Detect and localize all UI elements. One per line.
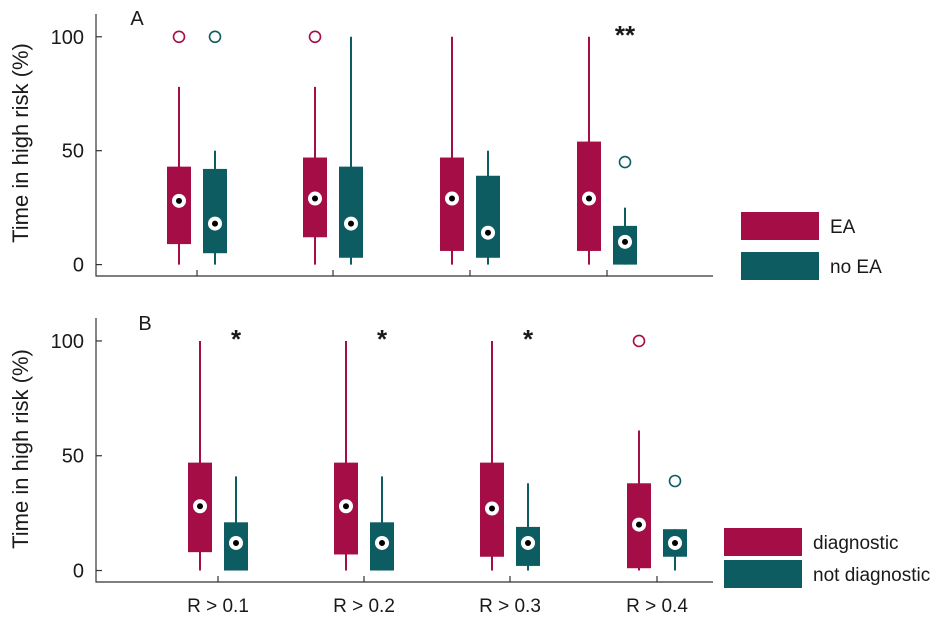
median-marker-dot — [343, 503, 349, 510]
legend-swatch — [724, 560, 802, 588]
outlier-point — [172, 30, 186, 44]
box-iqr — [203, 168, 227, 254]
legend-label: diagnostic — [813, 533, 899, 554]
median-marker-dot — [176, 197, 182, 204]
panel-a: 0 50 100 Time in high risk (%) A ** EA no EA — [8, 8, 882, 280]
y-tick-label: 100 — [51, 27, 84, 49]
median-marker-dot — [449, 195, 455, 202]
panel-label: A — [130, 8, 144, 30]
outlier-point — [618, 155, 632, 169]
median-marker-dot — [312, 195, 318, 202]
legend-swatch — [741, 252, 819, 280]
x-tick-label: R > 0.4 — [626, 596, 688, 617]
y-tick-label: 50 — [62, 446, 84, 468]
median-marker-dot — [233, 539, 239, 546]
median-marker-dot — [197, 503, 203, 510]
panel-label: B — [138, 313, 151, 335]
axes — [95, 14, 713, 277]
outlier-point — [208, 30, 222, 44]
significance-marker: * — [231, 324, 242, 354]
x-tick-label: R > 0.3 — [479, 596, 541, 617]
outlier-point — [308, 30, 322, 44]
significance-marker: ** — [615, 20, 636, 50]
y-axis-label: Time in high risk (%) — [8, 349, 33, 549]
legend-label: no EA — [830, 257, 882, 278]
y-tick-label: 0 — [73, 255, 84, 277]
y-tick-label: 100 — [51, 331, 84, 353]
y-tick-label: 50 — [62, 141, 84, 163]
legend-label: EA — [830, 217, 856, 238]
axes — [95, 318, 713, 583]
significance-marker: * — [377, 324, 388, 354]
median-marker-dot — [636, 521, 642, 528]
outlier-point — [668, 474, 682, 488]
y-tick-label: 0 — [73, 561, 84, 583]
significance-marker: * — [523, 324, 534, 354]
median-marker-dot — [379, 539, 385, 546]
median-marker-dot — [212, 220, 218, 227]
y-axis-label: Time in high risk (%) — [8, 43, 33, 243]
median-marker-dot — [489, 505, 495, 512]
box-iqr — [476, 175, 500, 258]
median-marker-dot — [586, 195, 592, 202]
median-marker-dot — [348, 220, 354, 227]
legend-swatch — [724, 528, 802, 556]
median-marker-dot — [672, 539, 678, 546]
median-marker-dot — [622, 238, 628, 245]
outlier-point — [632, 334, 646, 348]
panel-b: 0 50 100 Time in high risk (%) B R > 0.1 R > 0… — [8, 313, 930, 617]
legend-swatch — [741, 212, 819, 240]
legend-label: not diagnostic — [813, 565, 930, 586]
median-marker-dot — [485, 229, 491, 236]
x-tick-label: R > 0.1 — [187, 596, 249, 617]
box-iqr — [339, 166, 363, 258]
median-marker-dot — [525, 539, 531, 546]
x-tick-label: R > 0.2 — [333, 596, 395, 617]
